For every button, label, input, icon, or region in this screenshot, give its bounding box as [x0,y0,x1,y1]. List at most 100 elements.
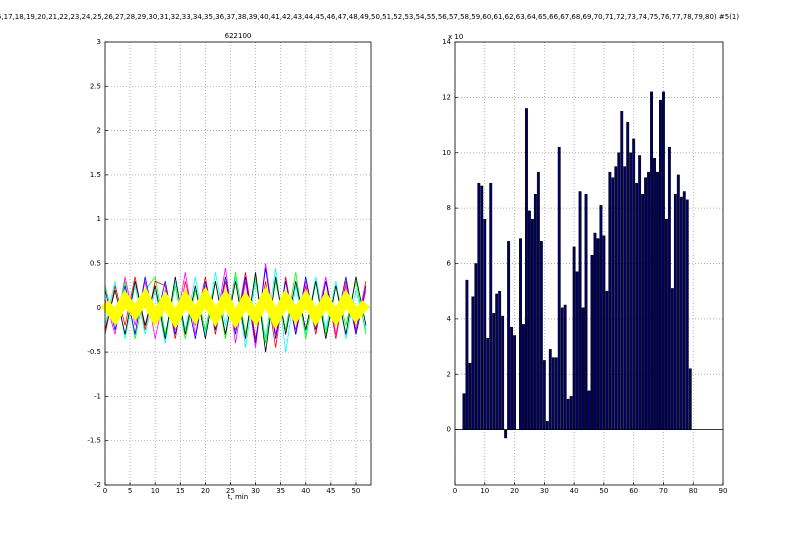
bar [626,122,630,430]
y-tick-label: 1.5 [90,171,101,179]
y-tick-label: -1 [94,392,101,400]
bar [599,205,603,430]
bar [685,199,689,430]
bar [673,194,677,430]
bar [647,171,650,430]
bar [501,315,505,430]
x-tick-label: 40 [301,487,310,495]
bar [635,182,639,430]
bar [575,271,579,430]
y-tick-label: 8 [447,204,451,212]
x-tick-label: 20 [201,487,210,495]
y-tick-label: -0.5 [87,348,101,356]
bar [676,174,680,430]
bar [629,152,633,430]
bar [656,171,659,430]
bar [539,241,543,430]
y-tick-label: 2 [447,370,451,378]
x-tick-label: 50 [599,487,608,495]
bar [465,279,469,430]
y-tick-label: 6 [447,260,452,268]
bar [650,91,653,430]
x-tick-label: 60 [629,487,638,495]
x-tick-label: 45 [326,487,335,495]
bar [489,182,493,430]
y-tick-label: -1.5 [87,437,101,445]
bar [525,108,528,430]
x-tick-label: 30 [251,487,260,495]
axes-box [104,41,372,486]
bar [638,155,642,430]
bar [590,254,594,430]
bar [593,232,597,430]
y-tick-label: -2 [94,481,101,489]
bar [581,307,585,430]
bar [560,307,564,430]
y-tick-label: 2 [97,127,101,135]
x-tick-label: 10 [151,487,160,495]
exponent-label: x 10 [448,33,463,41]
bar [653,158,656,430]
bar [477,182,481,430]
bar [471,296,475,430]
bar [545,421,549,430]
y-tick-label: 12 [442,93,451,101]
bar [602,235,606,430]
x-tick-label: 30 [540,487,549,495]
x-axis-label: t, min [228,493,248,501]
x-tick-label: 15 [176,487,185,495]
bar [551,357,555,430]
y-tick-label: 0 [97,304,101,312]
y-tick-label: 3 [97,38,101,46]
bar [659,99,662,430]
data-line [101,285,370,330]
bar [596,238,600,430]
bar [557,146,561,430]
bar [522,324,525,430]
x-tick-label: 50 [351,487,360,495]
bar [614,166,618,430]
x-tick-label: 25 [226,487,235,495]
bar [667,146,671,430]
bar [605,290,609,430]
y-tick-label: 2.5 [90,82,101,90]
data-line [104,272,367,344]
bar [682,191,686,430]
y-tick-label: 4 [447,315,452,323]
x-tick-label: 35 [276,487,285,495]
x-tick-label: 70 [659,487,668,495]
y-tick-label: 14 [442,38,451,46]
y-tick-label: 0.5 [90,260,101,268]
y-tick-label: 10 [442,149,451,157]
x-tick-label: 20 [510,487,519,495]
chart-subtitle: 622100 [225,32,252,40]
x-tick-label: 0 [453,487,457,495]
x-tick-label: 0 [103,487,107,495]
bar [507,241,511,430]
bar [492,313,496,430]
bar [670,288,674,430]
bar [611,177,615,430]
bar [548,349,552,430]
bar [688,368,692,430]
bar [462,393,466,430]
bar [623,166,627,430]
bar [572,246,576,430]
bar [584,194,588,430]
chart-title: 5,17,18,19,20,21,22,23,24,25,26,27,28,29… [0,13,739,21]
bar [632,138,636,430]
x-tick-label: 90 [719,487,728,495]
y-tick-label: 0 [447,426,451,434]
bar [504,429,508,439]
bar [474,263,478,430]
bar [536,171,540,430]
bar [530,218,534,430]
bar [563,304,567,430]
x-tick-label: 5 [128,487,132,495]
bar [569,396,573,430]
bar [617,152,621,430]
x-tick-label: 10 [480,487,489,495]
bar [662,91,665,430]
bar [533,194,537,430]
